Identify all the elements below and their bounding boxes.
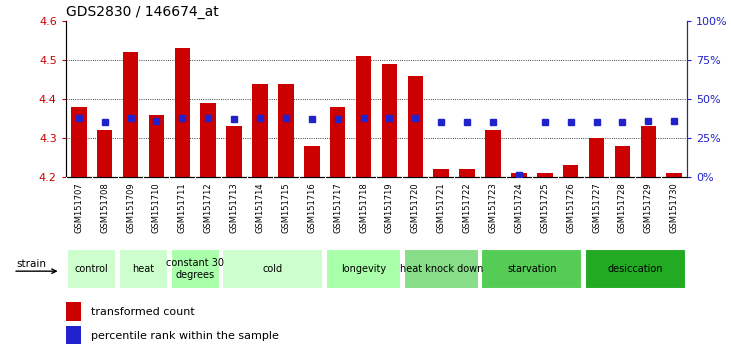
- Text: GSM151721: GSM151721: [436, 183, 446, 233]
- Text: transformed count: transformed count: [91, 307, 194, 317]
- Text: heat: heat: [132, 264, 154, 274]
- Bar: [148, 115, 164, 177]
- Text: GSM151725: GSM151725: [540, 183, 549, 233]
- Bar: [175, 48, 190, 177]
- Text: GSM151722: GSM151722: [463, 183, 471, 233]
- Text: GSM151716: GSM151716: [307, 183, 317, 233]
- Bar: [485, 130, 501, 177]
- FancyBboxPatch shape: [585, 249, 686, 290]
- Text: GSM151718: GSM151718: [359, 183, 368, 233]
- Bar: [382, 64, 397, 177]
- Text: cold: cold: [263, 264, 283, 274]
- Text: GSM151711: GSM151711: [178, 183, 187, 233]
- FancyBboxPatch shape: [481, 249, 583, 290]
- Bar: [356, 56, 371, 177]
- Bar: [252, 84, 268, 177]
- FancyBboxPatch shape: [119, 249, 168, 290]
- Bar: [537, 173, 553, 177]
- Text: GSM151719: GSM151719: [385, 183, 394, 233]
- Text: heat knock down: heat knock down: [400, 264, 483, 274]
- Text: GSM151726: GSM151726: [566, 183, 575, 233]
- Bar: [200, 103, 216, 177]
- Bar: [459, 169, 475, 177]
- Text: control: control: [75, 264, 109, 274]
- Text: GSM151727: GSM151727: [592, 183, 601, 233]
- Bar: [278, 84, 294, 177]
- Text: GSM151729: GSM151729: [644, 183, 653, 233]
- Bar: [304, 146, 319, 177]
- Text: constant 30
degrees: constant 30 degrees: [166, 258, 224, 280]
- Text: percentile rank within the sample: percentile rank within the sample: [91, 331, 279, 341]
- Text: GSM151717: GSM151717: [333, 183, 342, 233]
- Bar: [511, 173, 526, 177]
- Text: GSM151713: GSM151713: [230, 183, 238, 233]
- Text: longevity: longevity: [341, 264, 386, 274]
- Text: GSM151708: GSM151708: [100, 183, 109, 233]
- FancyBboxPatch shape: [326, 249, 401, 290]
- Bar: [667, 173, 682, 177]
- Text: GSM151714: GSM151714: [255, 183, 265, 233]
- Text: GSM151710: GSM151710: [152, 183, 161, 233]
- Text: strain: strain: [16, 259, 47, 269]
- Bar: [433, 169, 449, 177]
- Text: GSM151730: GSM151730: [670, 183, 678, 233]
- FancyBboxPatch shape: [67, 249, 116, 290]
- Bar: [330, 107, 345, 177]
- Text: GSM151723: GSM151723: [488, 183, 498, 233]
- Text: GSM151715: GSM151715: [281, 183, 290, 233]
- Text: GSM151707: GSM151707: [75, 183, 83, 233]
- Bar: [640, 126, 656, 177]
- FancyBboxPatch shape: [404, 249, 479, 290]
- Text: GSM151712: GSM151712: [204, 183, 213, 233]
- Text: desiccation: desiccation: [607, 264, 663, 274]
- Text: GSM151709: GSM151709: [126, 183, 135, 233]
- Bar: [96, 130, 113, 177]
- Bar: [563, 165, 578, 177]
- FancyBboxPatch shape: [222, 249, 323, 290]
- FancyBboxPatch shape: [170, 249, 220, 290]
- Bar: [123, 52, 138, 177]
- Bar: [227, 126, 242, 177]
- Text: GSM151724: GSM151724: [515, 183, 523, 233]
- Text: GDS2830 / 146674_at: GDS2830 / 146674_at: [66, 5, 219, 19]
- Bar: [408, 76, 423, 177]
- Bar: [66, 302, 81, 321]
- Text: GSM151728: GSM151728: [618, 183, 627, 233]
- Text: starvation: starvation: [507, 264, 556, 274]
- Bar: [615, 146, 630, 177]
- Bar: [66, 326, 81, 344]
- Bar: [588, 138, 605, 177]
- Bar: [71, 107, 86, 177]
- Text: GSM151720: GSM151720: [411, 183, 420, 233]
